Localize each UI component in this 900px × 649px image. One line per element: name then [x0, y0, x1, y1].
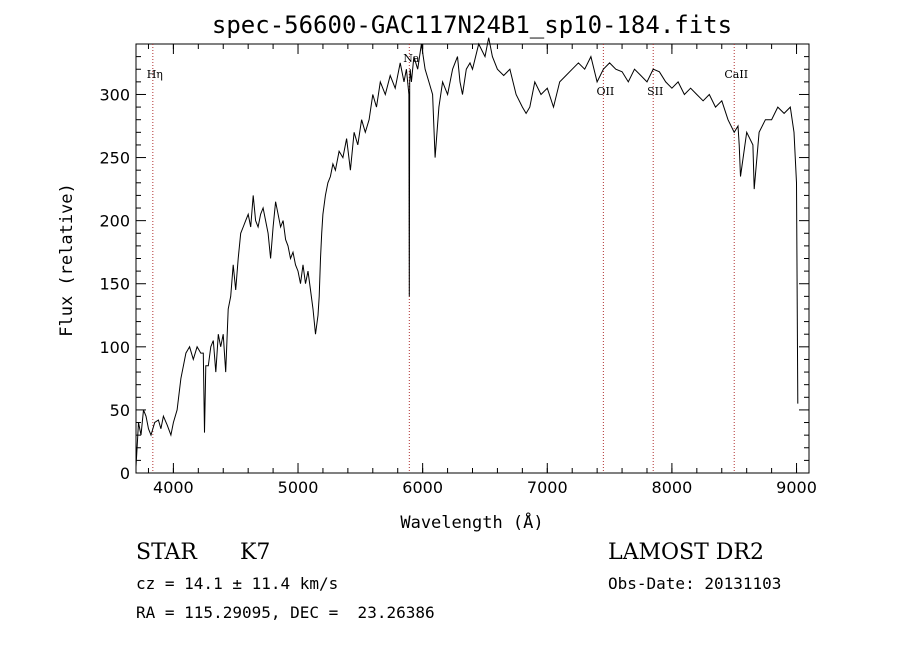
x-tick-label-5: 9000	[776, 478, 817, 497]
x-axis-ticks: 4000 5000 6000 7000 8000 9000	[147, 44, 817, 497]
y-tick-label-2: 100	[99, 338, 130, 357]
y-tick-label-5: 250	[99, 149, 130, 168]
y-tick-label-4: 200	[99, 212, 130, 231]
ra-dec-coordinates: RA = 115.29095, DEC = 23.26386	[136, 603, 435, 622]
x-tick-label-2: 6000	[402, 478, 443, 497]
survey-name: LAMOST DR2	[608, 540, 764, 565]
y-axis-ticks: 0 50 100 150 200 250 300	[99, 43, 809, 483]
x-tick-label-1: 5000	[278, 478, 319, 497]
line-label-0: Hη	[147, 68, 163, 81]
y-tick-label-0: 0	[120, 464, 130, 483]
y-tick-label-3: 150	[99, 275, 130, 294]
object-subclass: K7	[240, 540, 271, 565]
observation-date: Obs-Date: 20131103	[608, 574, 782, 593]
emission-line-labels: Hη Na OII SII CaII	[147, 52, 748, 98]
line-label-3: SII	[647, 85, 663, 98]
flux-series-line	[135, 37, 799, 467]
y-tick-label-6: 300	[99, 85, 130, 104]
x-tick-label-0: 4000	[153, 478, 194, 497]
object-type: STAR	[136, 540, 197, 565]
emission-line-markers	[152, 44, 735, 473]
line-label-4: CaII	[724, 68, 748, 81]
plot-frame	[135, 43, 810, 474]
line-label-2: OII	[597, 85, 615, 98]
y-axis-label: Flux (relative)	[57, 183, 77, 337]
x-tick-label-3: 7000	[527, 478, 568, 497]
line-label-1: Na	[403, 52, 420, 65]
y-tick-label-1: 50	[110, 401, 130, 420]
chart-title: spec-56600-GAC117N24B1_sp10-184.fits	[212, 11, 732, 39]
x-tick-label-4: 8000	[652, 478, 693, 497]
redshift-cz: cz = 14.1 ± 11.4 km/s	[136, 574, 339, 593]
x-axis-label: Wavelength (Å)	[400, 511, 543, 533]
